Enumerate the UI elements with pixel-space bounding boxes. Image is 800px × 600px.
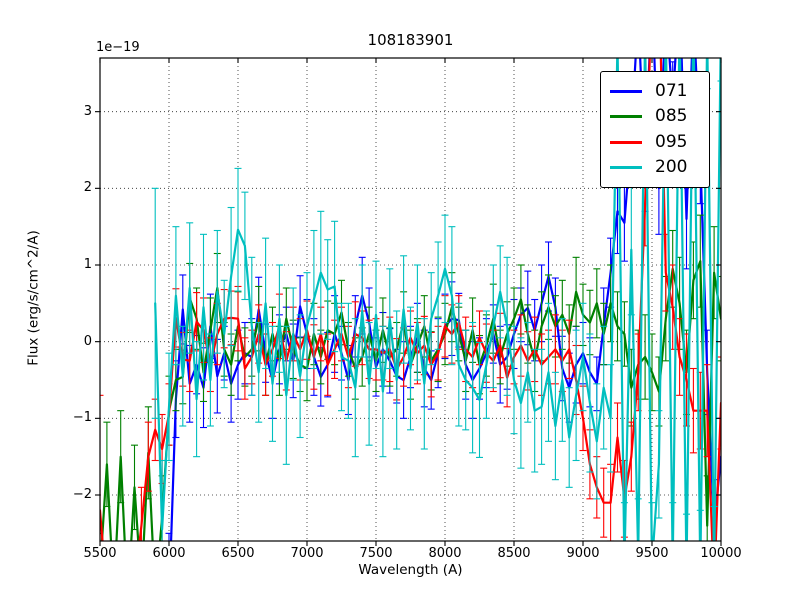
y-tick-label-2: 2 xyxy=(83,180,92,196)
legend-line-icon xyxy=(610,89,642,93)
legend-line-icon xyxy=(610,115,642,119)
x-tick-label-6000: 6000 xyxy=(152,546,186,561)
x-tick-label-10000: 10000 xyxy=(700,546,742,561)
legend-label: 200 xyxy=(655,157,688,178)
x-axis-label: Wavelength (A) xyxy=(358,562,463,578)
y-axis-label: Flux (erg/s/cm^2/A) xyxy=(25,230,42,366)
legend-line-icon xyxy=(610,140,642,144)
legend-label: 085 xyxy=(655,106,688,127)
x-tick-label-8500: 8500 xyxy=(497,546,531,561)
legend-label: 095 xyxy=(655,131,688,152)
legend-entry-200: 200 xyxy=(610,156,700,180)
x-tick-label-6500: 6500 xyxy=(221,546,255,561)
axes-frame xyxy=(99,57,722,542)
legend-label: 071 xyxy=(655,80,688,101)
series-200-line xyxy=(154,58,721,541)
x-tick-label-8000: 8000 xyxy=(428,546,462,561)
legend-entry-085: 085 xyxy=(610,105,700,129)
legend-entry-095: 095 xyxy=(610,130,700,154)
y-tick-label-−2: −2 xyxy=(72,487,92,502)
chart-title: 108183901 xyxy=(367,31,454,49)
y-tick-label-3: 3 xyxy=(83,103,92,119)
legend-entry-071: 071 xyxy=(610,79,700,103)
x-tick-label-7500: 7500 xyxy=(359,546,393,561)
y-axis-offset-label: 1e−19 xyxy=(96,40,140,55)
x-tick-label-7000: 7000 xyxy=(290,546,324,561)
legend: 071 085 095 200 xyxy=(600,71,710,188)
series-group xyxy=(100,58,721,541)
axis-ticks xyxy=(95,58,722,546)
y-tick-label-−1: −1 xyxy=(72,410,92,426)
legend-line-icon xyxy=(610,166,642,170)
series-200 xyxy=(151,58,721,541)
x-tick-label-5500: 5500 xyxy=(83,546,117,561)
y-tick-label-1: 1 xyxy=(83,257,92,272)
x-tick-label-9500: 9500 xyxy=(635,546,669,561)
y-tick-label-0: 0 xyxy=(83,333,92,349)
x-tick-label-9000: 9000 xyxy=(566,546,600,561)
